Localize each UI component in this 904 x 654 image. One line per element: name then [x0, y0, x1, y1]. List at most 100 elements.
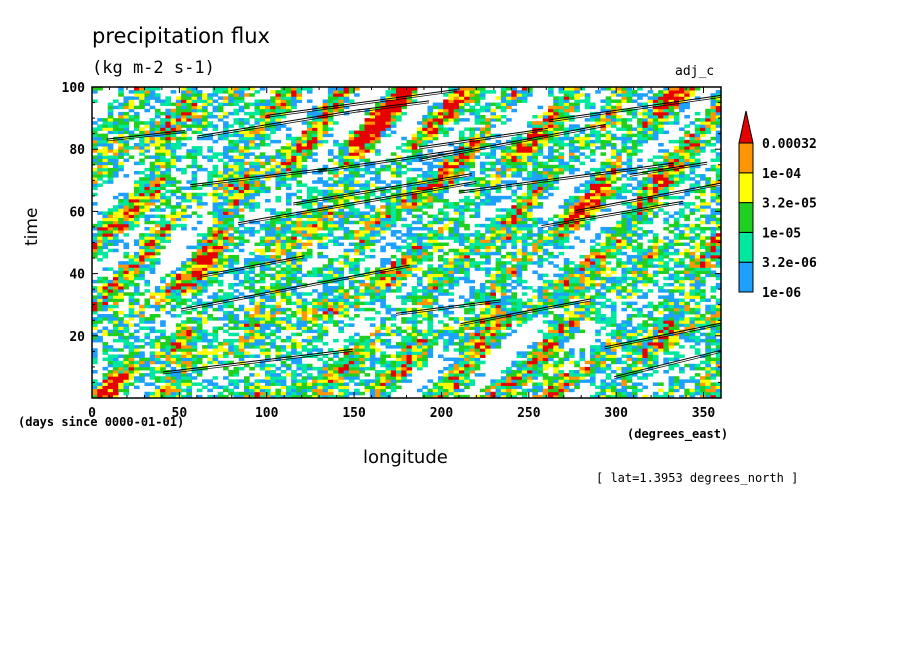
- heatmap-cell: [160, 286, 166, 290]
- heatmap-cell: [401, 254, 407, 259]
- heatmap-cell: [474, 363, 481, 368]
- heatmap-cell: [196, 267, 203, 271]
- heatmap-cell: [663, 342, 669, 346]
- heatmap-cell: [422, 335, 428, 340]
- heatmap-cell: [196, 270, 203, 274]
- heatmap-cell: [422, 270, 428, 274]
- heatmap-cell: [244, 226, 250, 231]
- heatmap-cell: [175, 357, 182, 362]
- heatmap-cell: [301, 348, 308, 352]
- heatmap-cell: [427, 242, 434, 247]
- heatmap-cell: [626, 301, 633, 306]
- heatmap-cell: [448, 282, 455, 287]
- heatmap-cell: [139, 357, 145, 362]
- heatmap-cell: [112, 230, 119, 234]
- heatmap-cell: [490, 310, 497, 315]
- heatmap-cell: [118, 329, 124, 334]
- heatmap-cell: [600, 261, 607, 265]
- heatmap-cell: [291, 348, 297, 352]
- heatmap-cell: [385, 385, 392, 390]
- heatmap-cell: [280, 220, 287, 225]
- heatmap-cell: [354, 357, 360, 362]
- heatmap-cell: [637, 208, 643, 212]
- heatmap-cell: [595, 270, 601, 274]
- heatmap-cell: [249, 270, 255, 274]
- heatmap-cell: [558, 391, 565, 396]
- heatmap-cell: [474, 373, 481, 377]
- heatmap-cell: [369, 366, 376, 371]
- heatmap-cell: [700, 317, 706, 321]
- heatmap-cell: [579, 282, 586, 287]
- heatmap-cell: [668, 273, 675, 278]
- heatmap-cell: [380, 245, 386, 250]
- heatmap-cell: [181, 273, 187, 278]
- heatmap-cell: [139, 345, 145, 349]
- heatmap-cell: [637, 289, 643, 293]
- heatmap-cell: [364, 317, 371, 321]
- heatmap-cell: [154, 335, 161, 340]
- heatmap-cell: [97, 226, 103, 231]
- heatmap-cell: [259, 332, 266, 337]
- heatmap-cell: [511, 314, 517, 318]
- heatmap-cell: [579, 301, 586, 306]
- heatmap-cell: [170, 226, 177, 231]
- heatmap-cell: [380, 391, 386, 396]
- heatmap-cell: [511, 270, 517, 274]
- heatmap-cell: [207, 264, 213, 268]
- heatmap-cell: [317, 233, 324, 237]
- heatmap-cell: [118, 239, 124, 243]
- heatmap-cell: [186, 317, 192, 321]
- heatmap-cell: [291, 226, 297, 231]
- heatmap-cell: [306, 230, 313, 234]
- heatmap-cell: [270, 258, 276, 262]
- heatmap-cell: [631, 264, 638, 268]
- heatmap-cell: [558, 332, 565, 337]
- heatmap-cell: [652, 342, 659, 346]
- heatmap-cell: [270, 310, 276, 315]
- heatmap-cell: [107, 317, 114, 321]
- heatmap-cell: [401, 267, 407, 271]
- heatmap-cell: [228, 242, 234, 247]
- heatmap-cell: [563, 220, 570, 225]
- heatmap-cell: [112, 282, 119, 287]
- heatmap-cell: [642, 335, 649, 340]
- heatmap-cell: [92, 360, 98, 365]
- heatmap-cell: [642, 217, 649, 222]
- heatmap-cell: [710, 329, 717, 334]
- heatmap-cell: [264, 220, 271, 225]
- heatmap-cell: [212, 332, 219, 337]
- heatmap-cell: [673, 376, 680, 380]
- heatmap-cell: [668, 304, 675, 309]
- heatmap-cell: [285, 261, 292, 265]
- heatmap-cell: [474, 239, 481, 243]
- heatmap-cell: [249, 202, 255, 206]
- heatmap-cell: [537, 363, 544, 368]
- heatmap-cell: [453, 379, 460, 383]
- heatmap-cell: [359, 363, 365, 368]
- heatmap-cell: [637, 345, 643, 349]
- heatmap-cell: [369, 242, 376, 247]
- heatmap-cell: [553, 366, 559, 371]
- heatmap-cell: [527, 370, 533, 374]
- heatmap-cell: [249, 385, 255, 390]
- heatmap-cell: [238, 338, 245, 343]
- heatmap-cell: [443, 366, 449, 371]
- heatmap-cell: [647, 248, 654, 253]
- heatmap-cell: [280, 345, 287, 349]
- heatmap-cell: [563, 338, 570, 343]
- heatmap-cell: [396, 385, 402, 390]
- heatmap-cell: [123, 338, 130, 343]
- heatmap-cell: [327, 379, 334, 383]
- heatmap-cell: [285, 254, 292, 259]
- heatmap-cell: [280, 245, 287, 250]
- heatmap-cell: [532, 388, 538, 393]
- heatmap-cell: [568, 388, 575, 393]
- heatmap-cell: [689, 245, 696, 250]
- heatmap-cell: [589, 248, 596, 253]
- heatmap-cell: [202, 254, 208, 259]
- heatmap-cell: [574, 376, 580, 380]
- heatmap-cell: [474, 211, 481, 215]
- heatmap-cell: [107, 267, 114, 271]
- heatmap-cell: [432, 276, 439, 281]
- heatmap-cell: [631, 342, 638, 346]
